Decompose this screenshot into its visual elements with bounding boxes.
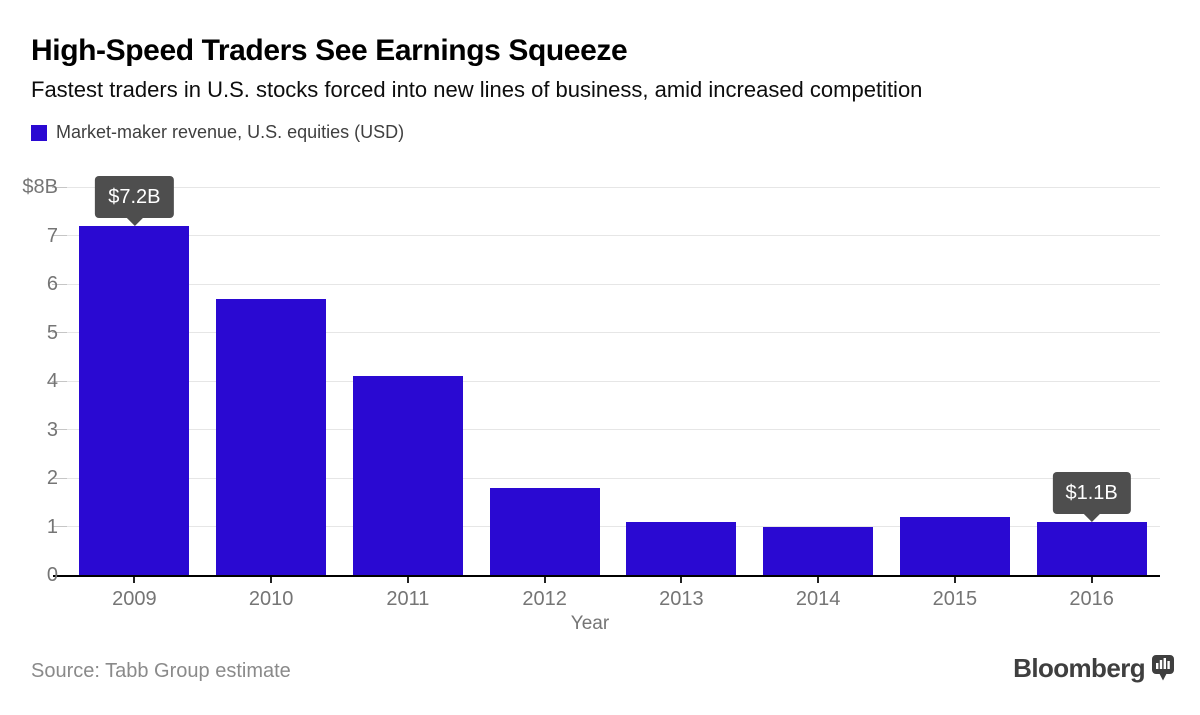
x-axis-label-2010: 2010: [248, 588, 294, 610]
y-tick-5: [52, 332, 67, 333]
legend-swatch: [31, 124, 47, 141]
y-axis-label-3: 3: [46, 418, 58, 441]
bar-2014[interactable]: [763, 526, 874, 575]
bar-2012[interactable]: [489, 487, 600, 575]
x-axis-label-2011: 2011: [386, 588, 430, 610]
gridline-y-7: [66, 235, 1160, 236]
y-tick-8: [52, 186, 67, 188]
x-tick-2009: [133, 577, 136, 583]
bar-2010[interactable]: [216, 298, 327, 575]
bar-2013[interactable]: [626, 521, 737, 575]
y-axis-label-4: 4: [46, 370, 58, 392]
gridline-y-8: [66, 186, 1160, 188]
bar-2015[interactable]: [899, 516, 1010, 575]
page-title: High-Speed Traders See Earnings Squeeze: [31, 34, 628, 67]
value-tooltip-2009: $7.2B: [95, 175, 174, 226]
x-axis-label-2013: 2013: [659, 588, 704, 610]
bar-2009[interactable]: [79, 225, 190, 575]
x-axis-label-2015: 2015: [932, 588, 978, 610]
y-axis-label-8: $8B: [22, 176, 58, 198]
page-subtitle: Fastest traders in U.S. stocks forced in…: [31, 77, 923, 102]
y-tick-2: [52, 477, 67, 479]
gridline-y-2: [66, 477, 1160, 479]
y-axis-label-6: 6: [46, 273, 58, 295]
gridline-y-5: [66, 332, 1160, 333]
bloomberg-wordmark: Bloomberg: [1013, 653, 1145, 683]
y-tick-4: [52, 380, 67, 382]
x-axis-line: [53, 575, 1160, 577]
x-axis-label-2009: 2009: [112, 588, 157, 610]
gridline-y-3: [66, 429, 1160, 430]
bloomberg-logo: Bloomberg: [1013, 655, 1174, 681]
y-axis-label-7: 7: [46, 224, 58, 247]
x-tick-2015: [953, 577, 956, 583]
x-axis-label-2012: 2012: [522, 588, 567, 610]
gridline-y-4: [66, 380, 1160, 382]
bar-2011[interactable]: [352, 376, 463, 575]
legend-label: Market-maker revenue, U.S. equities (USD…: [56, 122, 405, 142]
y-axis-label-5: 5: [46, 321, 58, 344]
x-tick-2014: [817, 577, 820, 583]
source-note: Source: Tabb Group estimate: [31, 660, 291, 682]
y-axis-label-1: 1: [46, 515, 58, 538]
y-axis-label-0: 0: [46, 564, 58, 586]
x-tick-2011: [406, 577, 409, 583]
x-tick-2012: [543, 577, 546, 583]
x-tick-2013: [680, 577, 683, 583]
x-tick-2010: [270, 577, 273, 583]
x-tick-2016: [1090, 577, 1093, 583]
gridline-y-6: [66, 283, 1160, 285]
y-tick-1: [52, 526, 67, 527]
x-axis-label-2016: 2016: [1069, 588, 1114, 610]
x-axis-title: Year: [570, 613, 610, 634]
y-axis-label-2: 2: [46, 467, 58, 489]
gridline-y-1: [66, 526, 1160, 527]
value-tooltip-2016: $1.1B: [1052, 471, 1131, 522]
y-tick-3: [52, 429, 67, 430]
bar-2016[interactable]: [1036, 521, 1147, 575]
y-tick-7: [52, 235, 67, 236]
x-axis-label-2014: 2014: [795, 588, 841, 610]
legend: Market-maker revenue, U.S. equities (USD…: [31, 122, 404, 143]
bloomberg-chart-bubble-icon: [1152, 655, 1174, 681]
y-tick-6: [52, 283, 67, 285]
